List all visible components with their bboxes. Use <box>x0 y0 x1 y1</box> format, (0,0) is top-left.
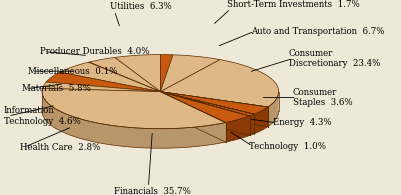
Polygon shape <box>46 72 160 92</box>
Polygon shape <box>160 92 254 134</box>
Polygon shape <box>160 92 254 116</box>
Polygon shape <box>60 62 160 92</box>
Polygon shape <box>89 58 160 92</box>
Polygon shape <box>226 116 250 142</box>
Text: Utilities  6.3%: Utilities 6.3% <box>110 2 172 11</box>
Text: Miscellaneous  0.1%: Miscellaneous 0.1% <box>28 67 117 76</box>
Polygon shape <box>160 92 268 127</box>
Text: Financials  35.7%: Financials 35.7% <box>114 187 191 195</box>
Text: Consumer
Staples  3.6%: Consumer Staples 3.6% <box>293 88 352 107</box>
Polygon shape <box>160 92 226 142</box>
Polygon shape <box>160 92 268 114</box>
Text: Materials  5.8%: Materials 5.8% <box>22 84 91 93</box>
Polygon shape <box>160 60 279 107</box>
Polygon shape <box>160 92 250 122</box>
Polygon shape <box>160 92 226 142</box>
Polygon shape <box>160 92 254 134</box>
Polygon shape <box>89 62 160 92</box>
Polygon shape <box>250 114 254 136</box>
Polygon shape <box>268 92 279 127</box>
Polygon shape <box>42 91 226 148</box>
Polygon shape <box>160 55 220 92</box>
Text: Energy  4.3%: Energy 4.3% <box>273 118 331 127</box>
Text: Technology  1.0%: Technology 1.0% <box>249 142 326 151</box>
Text: Health Care  2.8%: Health Care 2.8% <box>20 143 100 152</box>
Text: Producer Durables  4.0%: Producer Durables 4.0% <box>40 47 150 56</box>
Text: Information
Technology  4.6%: Information Technology 4.6% <box>4 106 81 126</box>
Polygon shape <box>115 55 160 92</box>
Text: Consumer
Discretionary  23.4%: Consumer Discretionary 23.4% <box>289 49 380 68</box>
Polygon shape <box>160 55 173 92</box>
Polygon shape <box>254 107 268 134</box>
Text: Auto and Transportation  6.7%: Auto and Transportation 6.7% <box>251 27 384 36</box>
Text: Short-Term Investments  1.7%: Short-Term Investments 1.7% <box>227 0 359 9</box>
Polygon shape <box>160 92 250 136</box>
Polygon shape <box>160 92 250 136</box>
Polygon shape <box>43 82 160 92</box>
Polygon shape <box>160 92 268 127</box>
Polygon shape <box>42 88 226 129</box>
